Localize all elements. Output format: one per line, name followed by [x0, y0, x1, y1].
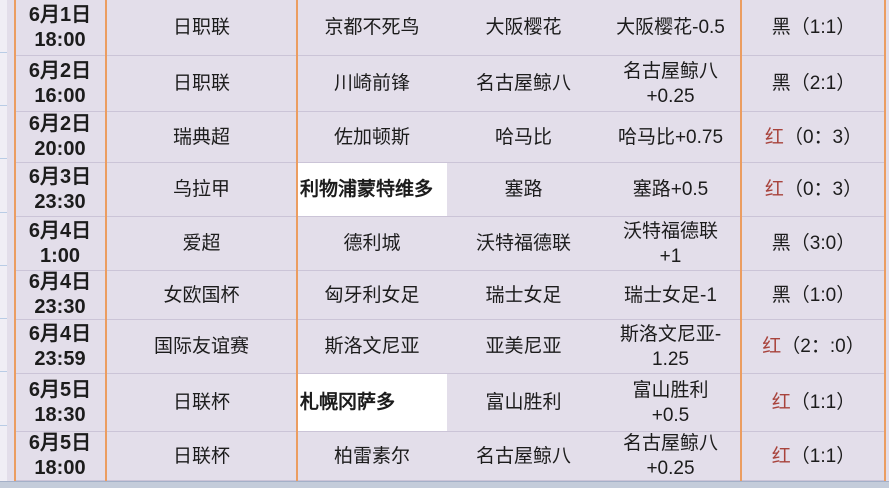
result-score: （0：3）: [783, 179, 863, 200]
datetime-cell[interactable]: 6月3日 23:30: [28, 165, 92, 213]
column-border: [296, 0, 298, 481]
handicap-pick-cell[interactable]: 瑞士女足-1: [624, 284, 717, 306]
league-cell[interactable]: 日联杯: [172, 445, 230, 467]
result-flag: 黑: [771, 233, 791, 254]
table-row: 6月4日 23:59 国际友谊赛 斯洛文尼亚 亚美尼亚 斯洛文尼亚- 1.25 …: [14, 320, 886, 374]
table-row: 6月4日 23:30 女欧国杯 匈牙利女足 瑞士女足 瑞士女足-1 黑（1:0）: [14, 271, 886, 320]
result-flag: 黑: [771, 17, 791, 38]
table-row: 6月2日 20:00 瑞典超 佐加顿斯 哈马比 哈马比+0.75 红（0：3）: [14, 112, 886, 163]
away-team-cell[interactable]: 大阪樱花: [485, 17, 562, 38]
away-team-cell[interactable]: 名古屋鲸八: [475, 73, 571, 94]
grid-line: [0, 265, 7, 266]
league-cell[interactable]: 女欧国杯: [163, 284, 240, 306]
away-team-cell[interactable]: 瑞士女足: [485, 284, 562, 306]
league-cell[interactable]: 日联杯: [172, 392, 230, 413]
result-score: （2：:0）: [781, 336, 865, 357]
result-flag: 红: [764, 126, 784, 148]
result-score: （0：3）: [783, 126, 863, 148]
result-flag: 红: [764, 179, 784, 200]
handicap-pick-cell[interactable]: 富山胜利 +0.5: [632, 379, 709, 426]
table-row: 6月5日 18:00 日联杯 柏雷素尔 名古屋鲸八 名古屋鲸八 +0.25 红（…: [14, 432, 886, 481]
handicap-pick-cell[interactable]: 哈马比+0.75: [617, 126, 724, 148]
home-team-cell[interactable]: 川崎前锋: [333, 73, 410, 94]
datetime-cell[interactable]: 6月2日 16:00: [28, 59, 92, 107]
away-team-cell[interactable]: 名古屋鲸八: [475, 445, 571, 467]
bottom-pane-edge: [0, 481, 889, 488]
away-team-cell[interactable]: 富山胜利: [485, 392, 562, 413]
datetime-cell[interactable]: 6月5日 18:30: [28, 378, 92, 426]
league-cell[interactable]: 国际友谊赛: [153, 336, 249, 357]
handicap-pick-cell[interactable]: 名古屋鲸八 +0.25: [622, 433, 718, 479]
grid-line: [0, 158, 7, 159]
datetime-cell[interactable]: 6月4日 23:59: [28, 322, 92, 370]
datetime-cell[interactable]: 6月1日 18:00: [28, 3, 92, 51]
adjacent-column-strip: [0, 0, 7, 481]
handicap-pick-cell[interactable]: 大阪樱花-0.5: [616, 17, 725, 38]
home-team-cell[interactable]: 德利城: [343, 233, 401, 254]
result-cell[interactable]: 红（1:1）: [741, 374, 886, 431]
table-row: 6月1日 18:00 日职联 京都不死鸟 大阪樱花 大阪樱花-0.5 黑（1:1…: [14, 0, 886, 56]
away-team-cell[interactable]: 沃特福德联: [475, 233, 571, 254]
away-team-cell[interactable]: 塞路: [504, 179, 543, 200]
column-border: [105, 0, 107, 481]
result-cell[interactable]: 黑（2:1）: [741, 56, 886, 111]
result-flag: 黑: [771, 73, 791, 94]
league-cell[interactable]: 乌拉甲: [172, 179, 230, 200]
home-team-cell-highlighted[interactable]: 札幌冈萨多: [297, 374, 447, 431]
result-score: （1:1）: [790, 392, 856, 413]
result-score: （1:0）: [790, 284, 856, 306]
result-score: （1:1）: [790, 17, 856, 38]
table-row: 6月5日 18:30 日联杯 札幌冈萨多 富山胜利 富山胜利 +0.5 红（1:…: [14, 374, 886, 432]
result-cell[interactable]: 红（0：3）: [741, 112, 886, 162]
home-team-cell[interactable]: 柏雷素尔: [333, 445, 410, 467]
away-team-cell[interactable]: 亚美尼亚: [485, 336, 562, 357]
result-cell[interactable]: 黑（1:0）: [741, 271, 886, 319]
result-flag: 红: [762, 336, 782, 357]
result-score: （2:1）: [790, 73, 856, 94]
result-cell[interactable]: 黑（1:1）: [741, 0, 886, 55]
datetime-cell[interactable]: 6月4日 1:00: [28, 219, 92, 267]
result-cell[interactable]: 红（0：3）: [741, 163, 886, 216]
home-team-cell-highlighted[interactable]: 利物浦蒙特维多: [297, 163, 447, 216]
table-row: 6月2日 16:00 日职联 川崎前锋 名古屋鲸八 名古屋鲸八 +0.25 黑（…: [14, 56, 886, 112]
result-score: （3:0）: [790, 233, 856, 254]
result-cell[interactable]: 红（1:1）: [741, 432, 886, 480]
matches-table: 6月1日 18:00 日职联 京都不死鸟 大阪樱花 大阪樱花-0.5 黑（1:1…: [14, 0, 886, 481]
result-cell[interactable]: 红（2：:0）: [741, 320, 886, 373]
datetime-cell[interactable]: 6月5日 18:00: [28, 432, 92, 479]
datetime-cell[interactable]: 6月2日 20:00: [28, 113, 92, 160]
grid-line: [0, 371, 7, 372]
grid-line: [0, 105, 7, 106]
column-border: [740, 0, 742, 481]
table-row: 6月4日 1:00 爱超 德利城 沃特福德联 沃特福德联 +1 黑（3:0）: [14, 217, 886, 271]
league-cell[interactable]: 日职联: [172, 73, 230, 94]
result-flag: 红: [771, 445, 791, 467]
league-cell[interactable]: 爱超: [182, 233, 221, 254]
handicap-pick-cell[interactable]: 斯洛文尼亚- 1.25: [619, 323, 722, 370]
result-score: （1:1）: [790, 445, 856, 467]
result-flag: 红: [771, 392, 791, 413]
table-row: 6月3日 23:30 乌拉甲 利物浦蒙特维多 塞路 塞路+0.5 红（0：3）: [14, 163, 886, 217]
handicap-pick-cell[interactable]: 塞路+0.5: [632, 179, 709, 200]
grid-line: [0, 212, 7, 213]
datetime-cell[interactable]: 6月4日 23:30: [28, 271, 92, 318]
grid-line: [0, 318, 7, 319]
home-team-cell[interactable]: 佐加顿斯: [333, 126, 410, 148]
result-flag: 黑: [771, 284, 791, 306]
home-team-cell[interactable]: 匈牙利女足: [324, 284, 420, 306]
grid-line: [0, 52, 7, 53]
league-cell[interactable]: 瑞典超: [172, 126, 230, 148]
result-cell[interactable]: 黑（3:0）: [741, 217, 886, 270]
grid-line: [0, 425, 7, 426]
handicap-pick-cell[interactable]: 名古屋鲸八 +0.25: [622, 60, 718, 107]
away-team-cell[interactable]: 哈马比: [494, 126, 552, 148]
home-team-cell[interactable]: 京都不死鸟: [324, 17, 420, 38]
league-cell[interactable]: 日职联: [172, 17, 230, 38]
handicap-pick-cell[interactable]: 沃特福德联 +1: [622, 220, 718, 267]
home-team-cell[interactable]: 斯洛文尼亚: [324, 336, 420, 357]
column-border: [884, 0, 886, 481]
column-border: [14, 0, 16, 481]
